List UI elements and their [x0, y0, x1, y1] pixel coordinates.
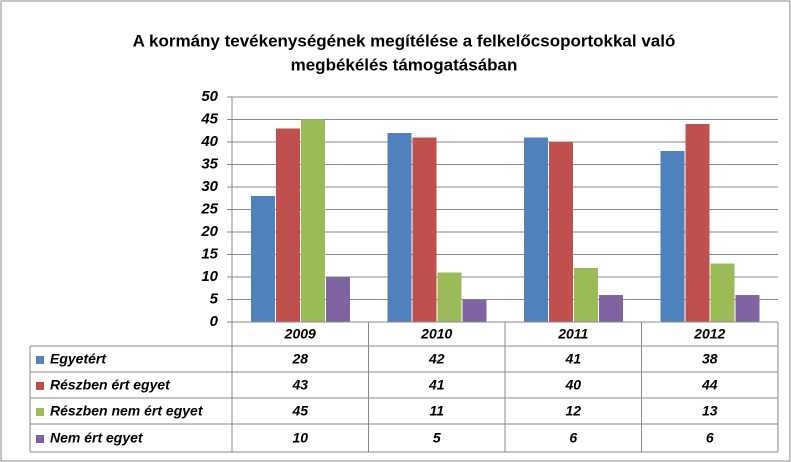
- bar: [276, 128, 300, 322]
- bar: [251, 196, 275, 322]
- legend-key: [36, 408, 44, 416]
- legend-key: [36, 435, 44, 443]
- bar: [549, 142, 573, 322]
- x-tick-label: 2012: [693, 326, 725, 342]
- x-tick-label: 2009: [284, 326, 316, 342]
- x-tick-label: 2010: [420, 326, 452, 342]
- x-tick-label: 2011: [557, 326, 588, 342]
- y-tick-label: 10: [201, 268, 218, 285]
- bar: [574, 268, 598, 322]
- y-tick-label: 50: [201, 88, 218, 105]
- y-tick-label: 35: [201, 155, 218, 172]
- bar: [387, 133, 412, 322]
- y-tick-label: 0: [210, 313, 219, 330]
- table-value: 42: [428, 351, 445, 367]
- table-value: 12: [565, 403, 581, 419]
- bar: [599, 295, 623, 322]
- bar: [735, 295, 760, 322]
- bar: [412, 137, 437, 322]
- legend-label: Részben ért egyet: [50, 377, 171, 393]
- y-tick-label: 45: [200, 110, 218, 127]
- table-value: 11: [429, 403, 444, 419]
- table-value: 5: [433, 430, 441, 446]
- legend-key: [36, 356, 44, 364]
- bar: [660, 151, 685, 322]
- table-value: 6: [569, 430, 577, 446]
- chart-title: A kormány tevékenységének megítélése a f…: [133, 31, 676, 50]
- bar: [710, 263, 735, 322]
- bar: [524, 137, 548, 322]
- legend-label: Részben nem ért egyet: [50, 403, 204, 419]
- table-value: 44: [701, 377, 718, 393]
- bar: [326, 277, 350, 322]
- y-tick-label: 5: [210, 290, 219, 307]
- table-value: 45: [291, 403, 308, 419]
- y-tick-label: 15: [201, 245, 218, 262]
- bar: [685, 124, 710, 322]
- table-value: 10: [292, 430, 308, 446]
- table-value: 13: [702, 403, 718, 419]
- chart-title: megbékélés támogatásában: [291, 55, 518, 74]
- bar: [301, 119, 325, 322]
- table-value: 43: [291, 377, 308, 393]
- y-tick-label: 20: [200, 223, 218, 240]
- y-tick-label: 25: [200, 200, 218, 217]
- table-value: 28: [291, 351, 308, 367]
- table-value: 6: [706, 430, 714, 446]
- y-tick-label: 40: [200, 133, 218, 150]
- legend-label: Egyetért: [50, 351, 107, 367]
- table-value: 41: [428, 377, 445, 393]
- y-tick-label: 30: [201, 178, 218, 195]
- bar: [437, 272, 462, 322]
- bar: [462, 299, 487, 322]
- table-value: 40: [564, 377, 581, 393]
- legend-key: [36, 382, 44, 390]
- table-value: 38: [702, 351, 718, 367]
- legend-label: Nem ért egyet: [50, 430, 144, 446]
- table-value: 41: [564, 351, 581, 367]
